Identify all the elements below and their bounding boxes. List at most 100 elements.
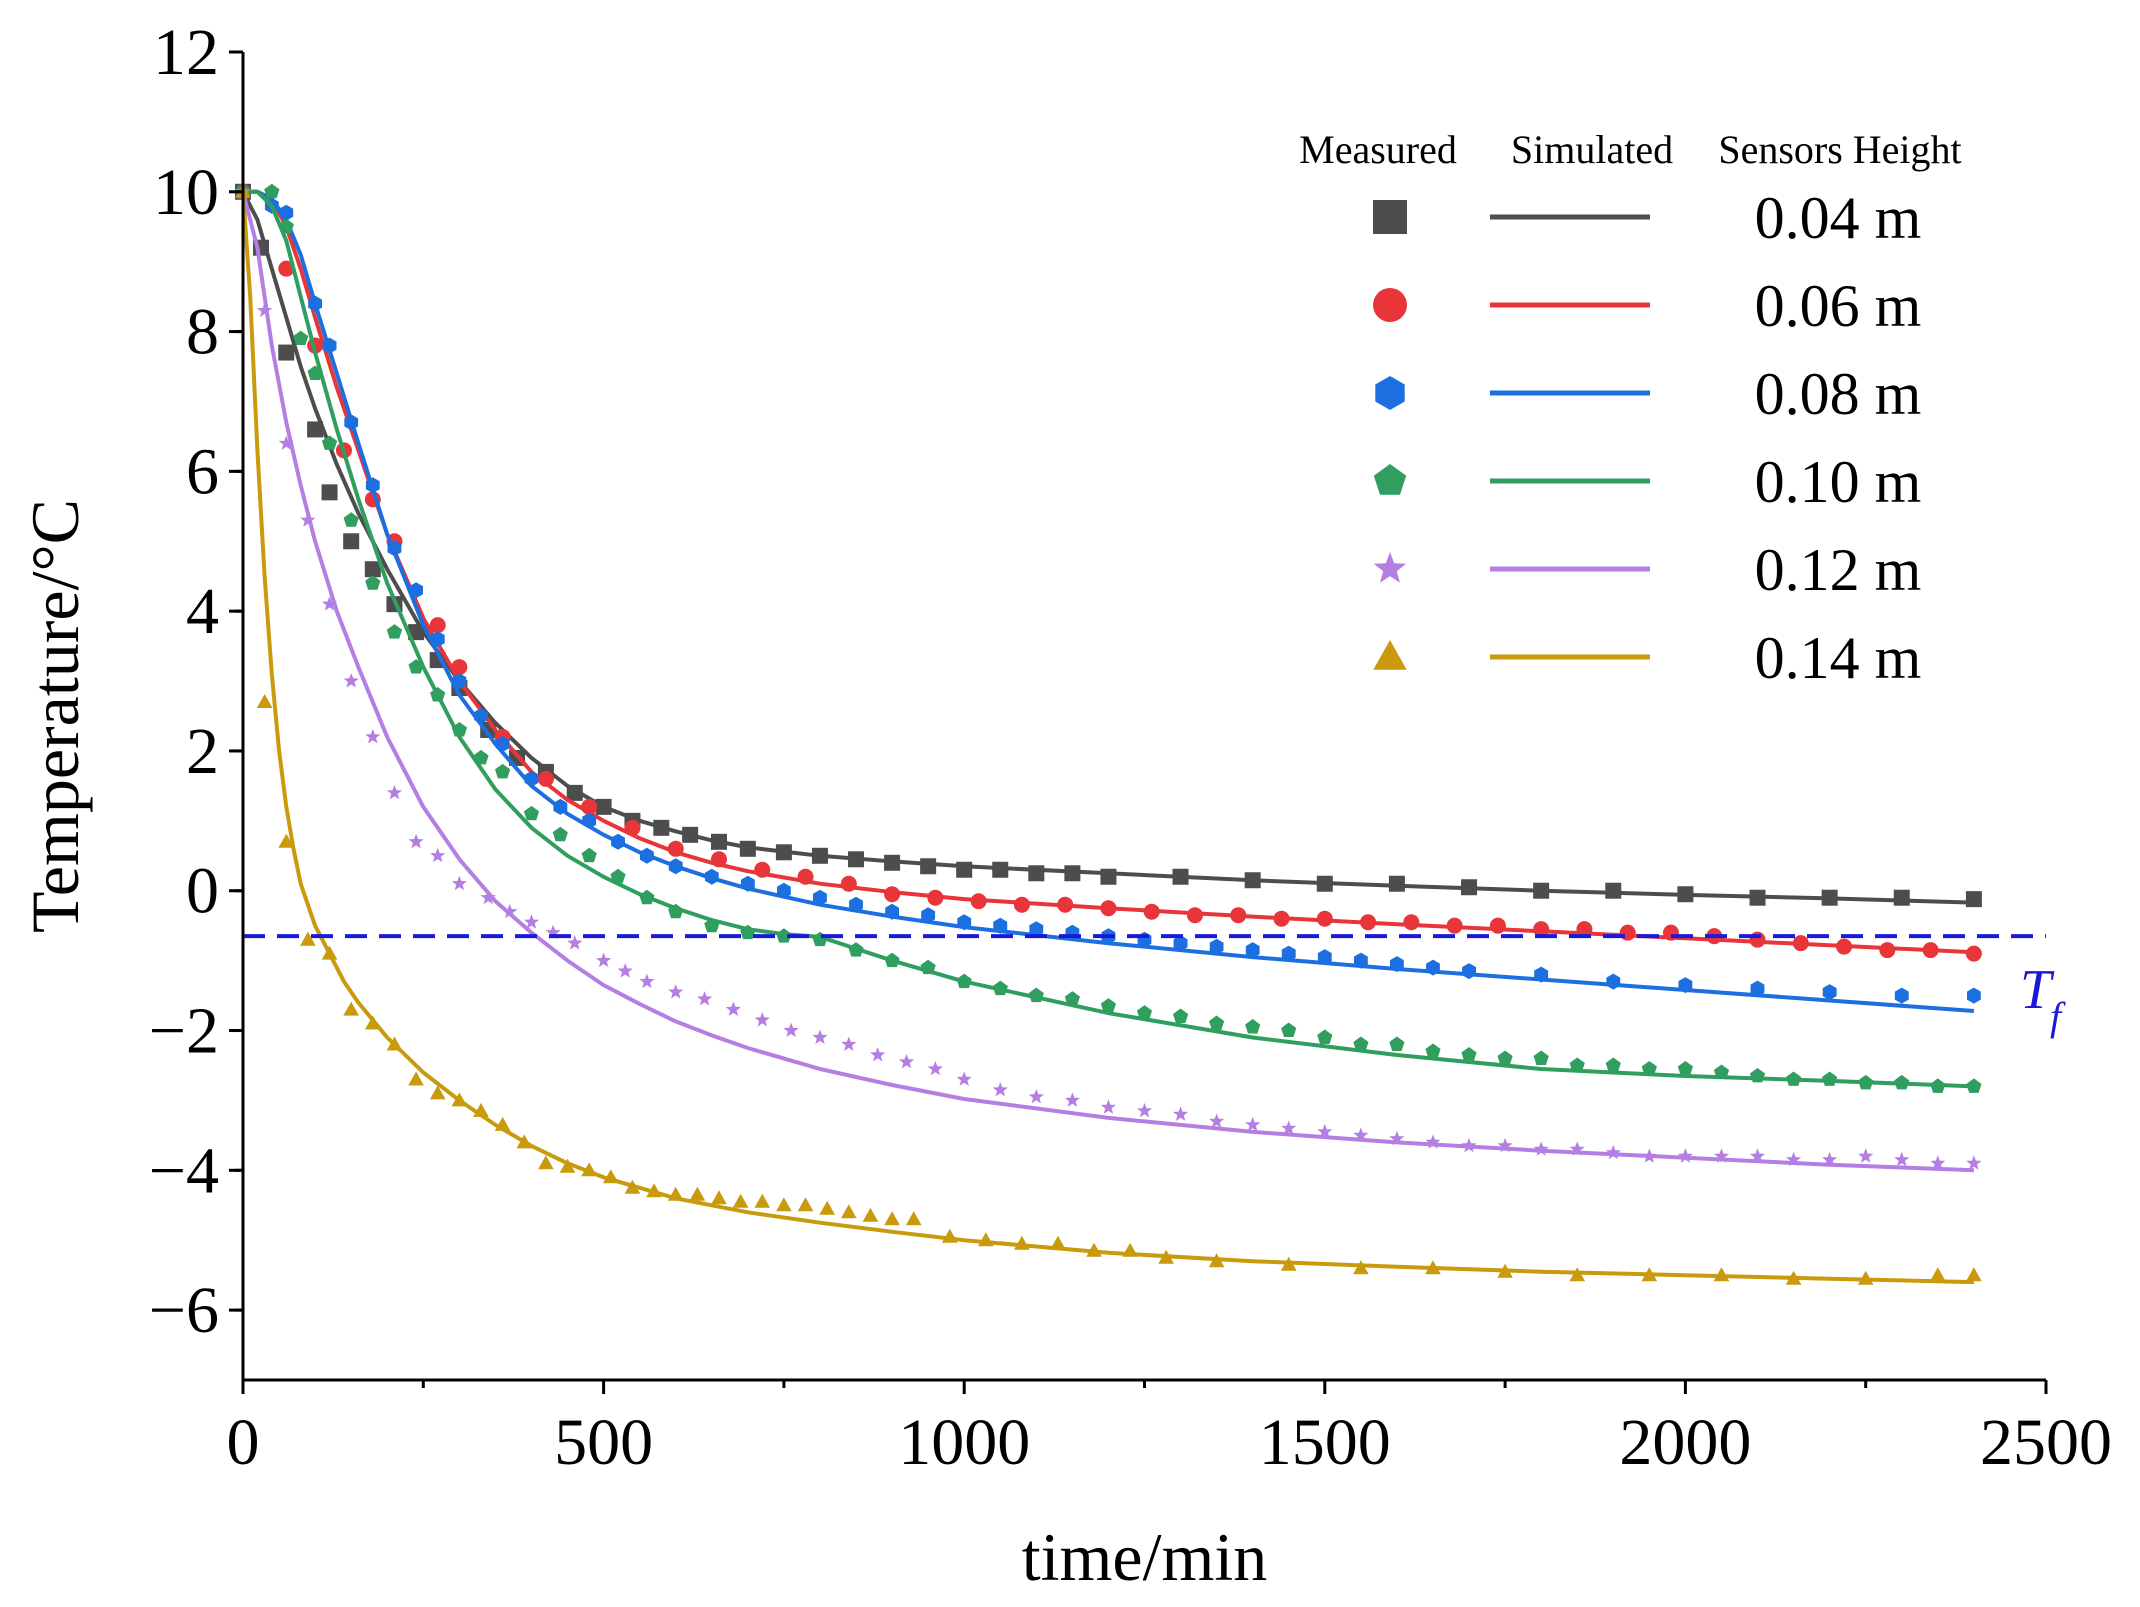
measured-point [1749,931,1766,948]
measured-point [408,833,424,849]
measured-point [1100,998,1116,1013]
y-tick-label: −4 [149,1134,219,1207]
series-0-08-m [236,183,1981,1013]
measured-point [1489,917,1506,934]
measured-point [1894,987,1909,1004]
measured-point [682,826,699,843]
measured-point [364,561,381,578]
legend-label: 0.10 m [1755,449,1922,515]
measured-point [1822,1071,1838,1086]
y-axis-title: Temperature/°C [17,499,93,933]
measured-point [344,414,359,431]
measured-point [884,1211,900,1226]
measured-point [1281,945,1296,962]
measured-point [1280,1256,1297,1271]
measured-point [668,858,683,875]
measured-point [1822,984,1837,1001]
measured-point [1749,1068,1766,1083]
measured-point [451,722,467,737]
measured-point [812,931,828,947]
measured-point [1100,868,1117,885]
measured-point [300,512,316,527]
measured-point [1143,903,1160,920]
legend-label: 0.06 m [1755,273,1922,339]
measured-point [1965,945,1982,962]
measured-point [1749,1148,1766,1163]
measured-point [1086,1242,1102,1257]
measured-point [1533,1050,1549,1065]
measured-point [553,798,568,815]
measured-point [495,736,510,752]
measured-point [1446,917,1463,934]
measured-point [559,1158,576,1173]
measured-point [1497,1263,1513,1278]
measured-point [1389,1130,1405,1146]
measured-point [884,952,900,968]
measured-point [1922,942,1939,959]
legend-marker [1375,376,1405,410]
measured-point [1858,1148,1874,1163]
measured-point [538,1155,554,1170]
measured-point [1028,1088,1044,1104]
measured-point [1966,1078,1982,1093]
measured-point [777,882,791,899]
measured-point [409,582,423,599]
legend-header-height: Sensors Height [1718,127,1961,172]
measured-point [740,924,756,940]
axes: −6 −4 −2 0 2 4 6 8 10 12 0 500 1000 1500 2000 2500 [149,16,2112,1479]
measured-point [365,729,381,744]
measured-point [1894,1074,1910,1090]
measured-point [1273,910,1290,927]
measured-point [1576,921,1593,938]
y-tick-label: 0 [186,855,219,928]
measured-point [1029,921,1044,938]
measured-point [523,914,540,929]
measured-point [1172,868,1189,885]
measured-point [1966,1155,1982,1170]
measured-point [1425,1260,1441,1275]
measured-point [343,512,359,527]
measured-point [667,1186,684,1201]
measured-point [1281,1022,1297,1037]
measured-point [624,819,641,836]
measured-point [1013,896,1030,913]
measured-point [1245,1116,1261,1132]
measured-point [1786,1151,1802,1167]
measured-point [1641,1061,1657,1076]
freezing-reference-line: Tf [243,934,2066,1039]
measured-point [494,1116,511,1131]
measured-point [668,903,684,919]
measured-point [927,889,944,906]
measured-point [841,1036,857,1051]
measured-point [697,991,713,1006]
measured-point [1122,1242,1138,1257]
measured-point [610,868,626,884]
series-0-10-m [235,183,1982,1093]
measured-point [920,959,936,975]
measured-point [473,749,489,765]
measured-point [480,889,496,905]
measured-point [524,770,539,787]
measured-point [321,435,338,450]
measured-point [429,1085,446,1100]
measured-point [451,1092,468,1107]
measured-point [1390,956,1404,973]
measured-point [1533,1141,1549,1156]
measured-point [1317,1029,1333,1044]
measured-point [365,1015,381,1030]
measured-point [639,973,655,989]
series-0-06-m [235,183,1982,962]
measured-point [451,659,468,676]
measured-point [322,337,337,354]
measured-point [1028,865,1045,882]
measured-point [956,1071,972,1086]
measured-point [813,889,827,906]
y-tick-label: 6 [186,435,219,508]
measured-point [1461,1137,1477,1153]
measured-point [1569,1141,1585,1156]
measured-point [1821,889,1838,906]
measured-point [1230,907,1247,924]
measured-point [1461,1047,1477,1062]
measured-point [365,477,380,494]
y-tick-label: −6 [149,1274,219,1347]
